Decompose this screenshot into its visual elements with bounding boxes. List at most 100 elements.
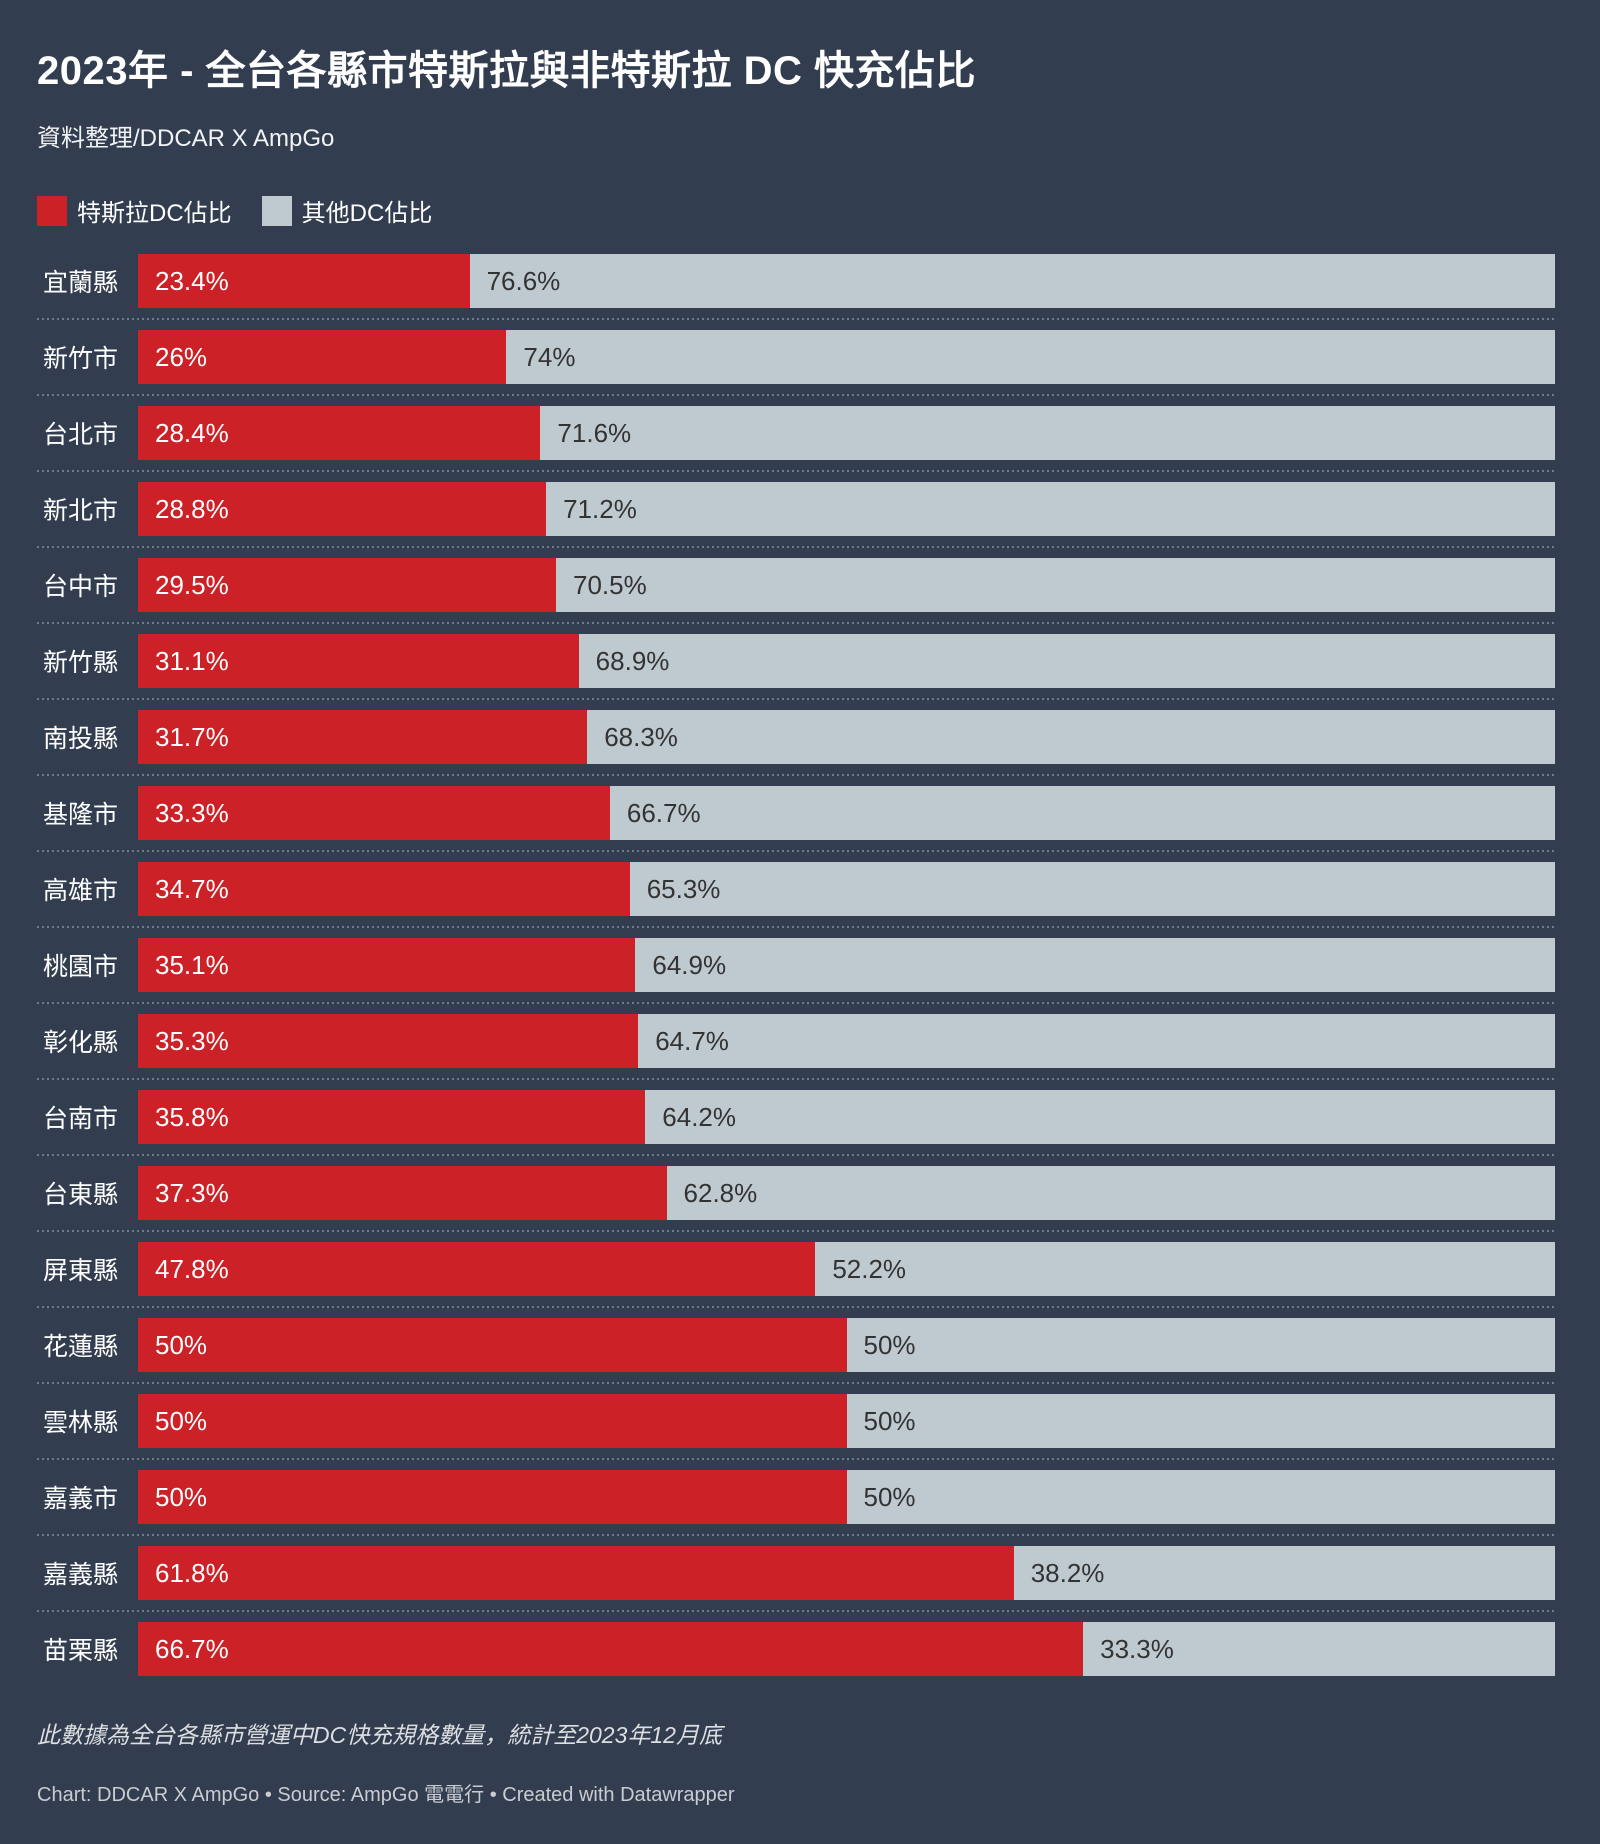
row-label: 嘉義縣 [43,1561,119,1589]
chart-row: 新竹市 26% 74% [37,330,1555,384]
bar-tesla-segment: 31.1% [138,634,579,688]
row-label: 南投縣 [43,725,119,753]
row-separator [37,774,1555,776]
bar-other-value: 64.7% [655,1025,729,1056]
bar-other-value: 50% [863,1329,916,1360]
bar-tesla-segment: 61.8% [138,1546,1014,1600]
bar-other-segment: 71.6% [540,406,1555,460]
bar-tesla-value: 23.4% [155,265,229,296]
row-separator [37,926,1555,928]
bar-tesla-segment: 35.8% [138,1090,646,1144]
bar-tesla-segment: 33.3% [138,786,610,840]
chart-title: 2023年 - 全台各縣市特斯拉與非特斯拉 DC 快充佔比 [37,49,977,93]
bar-other-segment: 50% [846,1470,1555,1524]
bar-tesla-segment: 50% [138,1394,847,1448]
bar-tesla-segment: 66.7% [138,1622,1084,1676]
bar-tesla-value: 34.7% [155,873,229,904]
bar-tesla-value: 50% [155,1481,208,1512]
bar-tesla-segment: 37.3% [138,1166,667,1220]
bar-other-value: 71.2% [563,493,637,524]
bar-tesla-value: 26% [155,341,208,372]
row-separator [37,470,1555,472]
row-label: 雲林縣 [43,1409,119,1437]
chart-row: 嘉義縣 61.8% 38.2% [37,1546,1555,1600]
bar-tesla-value: 35.3% [155,1025,229,1056]
bar-other-value: 62.8% [683,1177,758,1208]
row-separator [37,1534,1555,1536]
chart-row: 台東縣 37.3% 62.8% [37,1166,1555,1220]
chart-row: 雲林縣 50% 50% [37,1394,1555,1448]
bar-other-value: 70.5% [573,569,647,600]
chart-row: 南投縣 31.7% 68.3% [37,710,1555,764]
bar-tesla-value: 28.8% [155,493,229,524]
bar-tesla-segment: 50% [138,1470,847,1524]
bar-other-segment: 33.3% [1083,1622,1555,1676]
bar-tesla-value: 35.8% [155,1101,229,1132]
row-label: 台東縣 [43,1181,119,1209]
bar-tesla-segment: 26% [138,330,507,384]
chart-row: 桃園市 35.1% 64.9% [37,938,1555,992]
row-separator [37,1458,1555,1460]
bar-other-segment: 38.2% [1013,1546,1555,1600]
row-bars: 23.4% 76.6% [138,254,1555,308]
bar-tesla-value: 66.7% [155,1633,229,1664]
row-bars: 61.8% 38.2% [138,1546,1555,1600]
bar-other-value: 68.3% [604,721,678,752]
chart-footnote: 此數據為全台各縣市營運中DC快充規格數量，統計至2023年12月底 [37,1722,722,1748]
row-label: 台北市 [43,421,119,449]
row-separator [37,1382,1555,1384]
bar-other-segment: 62.8% [666,1166,1555,1220]
bar-other-segment: 64.2% [645,1090,1555,1144]
row-label: 宜蘭縣 [43,269,119,297]
bar-other-segment: 52.2% [815,1242,1555,1296]
chart-row: 新北市 28.8% 71.2% [37,482,1555,536]
bar-other-value: 50% [863,1405,916,1436]
row-label: 新北市 [43,497,119,525]
bar-other-value: 50% [863,1481,916,1512]
row-bars: 35.3% 64.7% [138,1014,1555,1068]
row-bars: 35.8% 64.2% [138,1090,1555,1144]
bar-other-value: 33.3% [1100,1633,1174,1664]
row-label: 新竹縣 [43,649,119,677]
row-separator [37,1002,1555,1004]
row-separator [37,1306,1555,1308]
chart-row: 苗栗縣 66.7% 33.3% [37,1622,1555,1676]
bar-tesla-segment: 23.4% [138,254,470,308]
row-bars: 33.3% 66.7% [138,786,1555,840]
row-separator [37,546,1555,548]
bar-other-value: 65.3% [646,873,721,904]
row-bars: 26% 74% [138,330,1555,384]
row-label: 基隆市 [43,801,119,829]
bar-other-value: 38.2% [1030,1557,1105,1588]
row-separator [37,622,1555,624]
bar-tesla-segment: 35.1% [138,938,636,992]
legend-swatch-other [261,195,292,226]
row-label: 桃園市 [43,953,119,981]
row-bars: 28.8% 71.2% [138,482,1555,536]
legend-label-other: 其他DC佔比 [301,200,433,227]
row-separator [37,698,1555,700]
chart-row: 台北市 28.4% 71.6% [37,406,1555,460]
row-label: 苗栗縣 [43,1637,119,1665]
bar-other-segment: 68.9% [578,634,1555,688]
row-bars: 28.4% 71.6% [138,406,1555,460]
row-separator [37,1154,1555,1156]
chart-rows: 宜蘭縣 23.4% 76.6% 新竹市 26% 74% 台北市 28.4% [37,254,1555,1676]
bar-other-value: 68.9% [595,645,670,676]
bar-other-value: 52.2% [832,1253,907,1284]
row-bars: 50% 50% [138,1470,1555,1524]
chart-row: 高雄市 34.7% 65.3% [37,862,1555,916]
row-bars: 35.1% 64.9% [138,938,1555,992]
chart-row: 彰化縣 35.3% 64.7% [37,1014,1555,1068]
chart-row: 台南市 35.8% 64.2% [37,1090,1555,1144]
chart-row: 花蓮縣 50% 50% [37,1318,1555,1372]
row-separator [37,1078,1555,1080]
row-label: 新竹市 [43,345,119,373]
bar-tesla-value: 33.3% [155,797,229,828]
row-bars: 37.3% 62.8% [138,1166,1555,1220]
bar-tesla-segment: 50% [138,1318,847,1372]
bar-tesla-segment: 28.4% [138,406,541,460]
chart-row: 台中市 29.5% 70.5% [37,558,1555,612]
bar-other-value: 66.7% [626,797,701,828]
